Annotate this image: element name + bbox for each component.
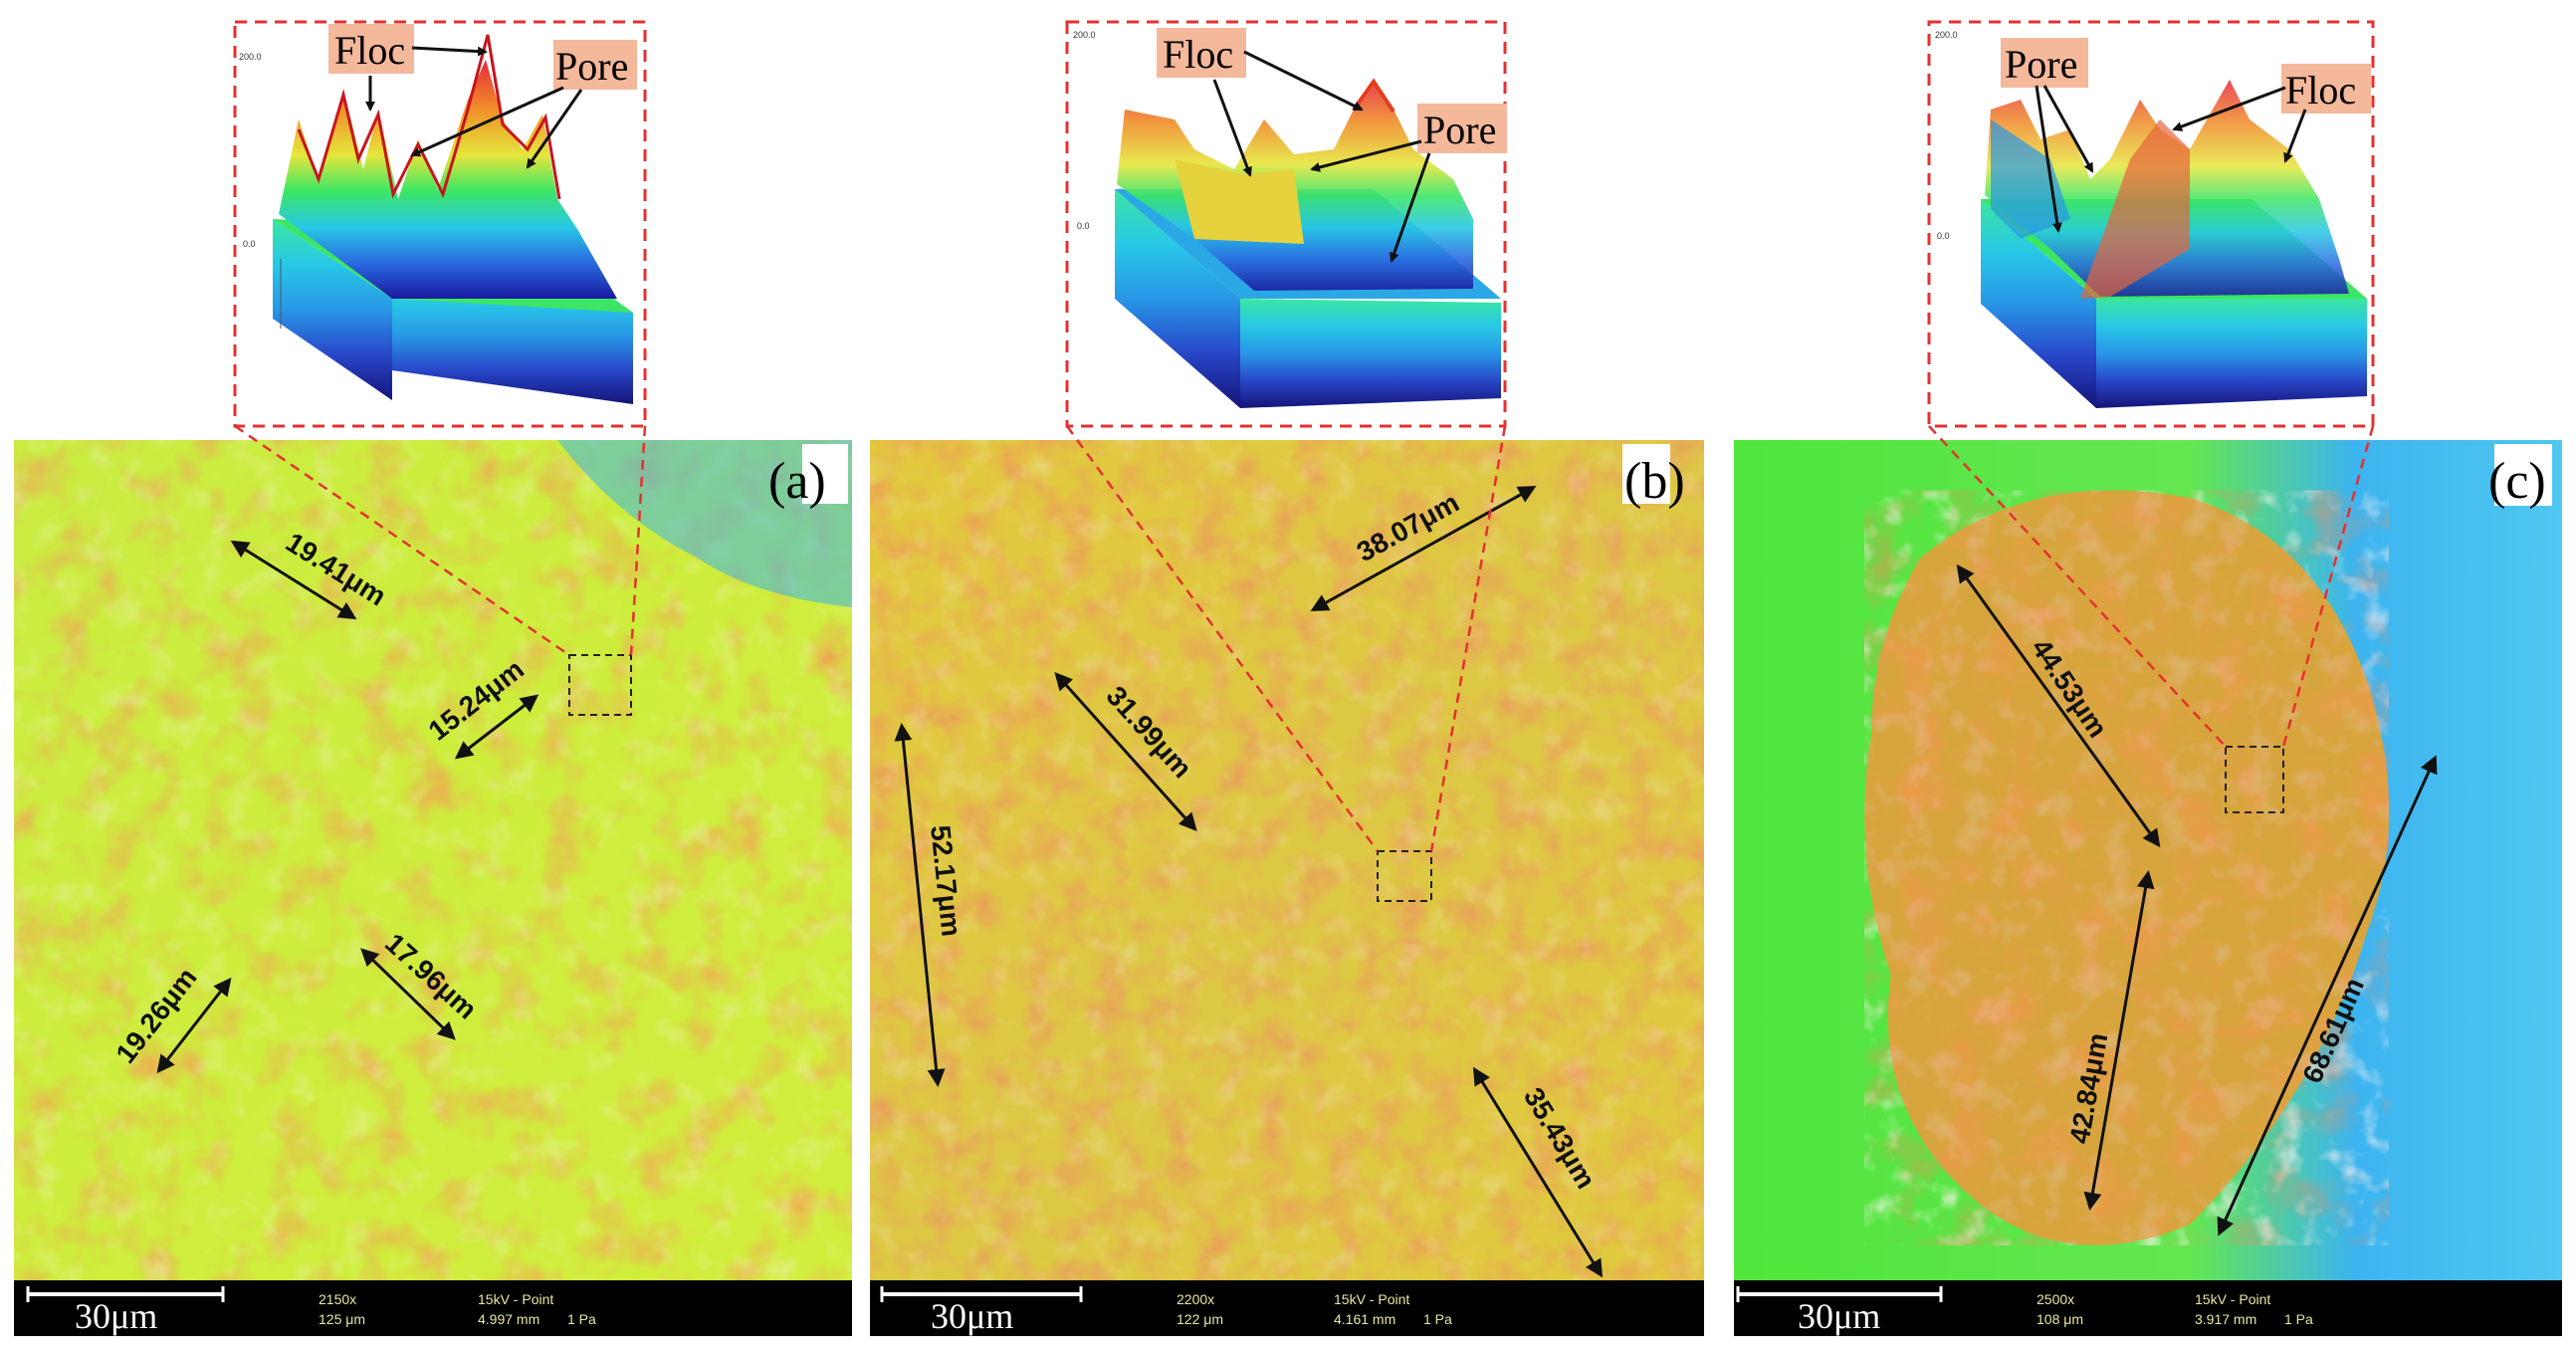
inset-c-frame xyxy=(1927,20,2375,428)
panel-c-label: (c) xyxy=(2488,453,2546,510)
panel-b-voltage: 15kV - Point xyxy=(1334,1291,1409,1307)
inset-a-callout-pore: Pore xyxy=(555,44,628,89)
panel-b: (b) 30μm 2200x 122 μm 15kV - Point 4.161… xyxy=(870,440,1704,1336)
inset-c: 200.0 0.0 Pore Floc xyxy=(1927,20,2375,748)
panel-c-magnification: 2500x xyxy=(2037,1291,2074,1307)
inset-c-callout-floc: Floc xyxy=(2285,68,2356,113)
panel-a-infobar xyxy=(14,1280,852,1336)
inset-b: 200.0 0.0 Floc Pore xyxy=(1065,20,1507,852)
panel-b-pressure: 1 Pa xyxy=(1423,1311,1452,1327)
panel-b-label: (b) xyxy=(1624,453,1685,510)
inset-a-callout-floc: Floc xyxy=(334,28,405,73)
inset-c-callout-pore: Pore xyxy=(2005,42,2077,87)
panel-a-magnification: 2150x xyxy=(319,1291,356,1307)
panel-c-field: 108 μm xyxy=(2037,1311,2083,1327)
panel-c-scale: 30μm xyxy=(1798,1296,1880,1336)
panel-b-wd: 4.161 mm xyxy=(1334,1311,1395,1327)
panel-a-voltage: 15kV - Point xyxy=(478,1291,553,1307)
inset-b-callout-pore: Pore xyxy=(1423,108,1496,152)
panel-a-pressure: 1 Pa xyxy=(567,1311,596,1327)
panel-a-field: 125 μm xyxy=(319,1311,365,1327)
inset-b-callout-floc: Floc xyxy=(1163,32,1233,77)
inset-b-frame xyxy=(1065,20,1507,428)
svg-text:200.0: 200.0 xyxy=(1073,30,1096,40)
svg-text:0.0: 0.0 xyxy=(1077,221,1090,231)
panel-b-infobar xyxy=(870,1280,1704,1336)
panel-c-infobar xyxy=(1734,1280,2562,1336)
panel-a-wd: 4.997 mm xyxy=(478,1311,539,1327)
panel-b-scale: 30μm xyxy=(931,1296,1013,1336)
svg-text:200.0: 200.0 xyxy=(1935,30,1958,40)
panel-c-wd: 3.917 mm xyxy=(2195,1311,2256,1327)
panel-c-voltage: 15kV - Point xyxy=(2195,1291,2270,1307)
panel-c-pressure: 1 Pa xyxy=(2284,1311,2313,1327)
panel-c: (c) 30μm 2500x 108 μm 15kV - Point 3.917… xyxy=(1734,440,2562,1336)
panel-b-field: 122 μm xyxy=(1177,1311,1223,1327)
panel-a-scale: 30μm xyxy=(75,1296,157,1336)
svg-text:0.0: 0.0 xyxy=(1937,231,1950,241)
svg-text:200.0: 200.0 xyxy=(239,52,262,62)
inset-a-frame xyxy=(233,20,647,428)
panel-a-label: (a) xyxy=(768,453,826,510)
inset-a: 200.0 0.0 Floc Pore xyxy=(233,20,647,657)
svg-text:0.0: 0.0 xyxy=(243,239,256,249)
panel-a: (a) 30μm 2150x 125 μm 15kV - Point 4.997… xyxy=(14,440,852,1336)
panel-b-magnification: 2200x xyxy=(1177,1291,1214,1307)
